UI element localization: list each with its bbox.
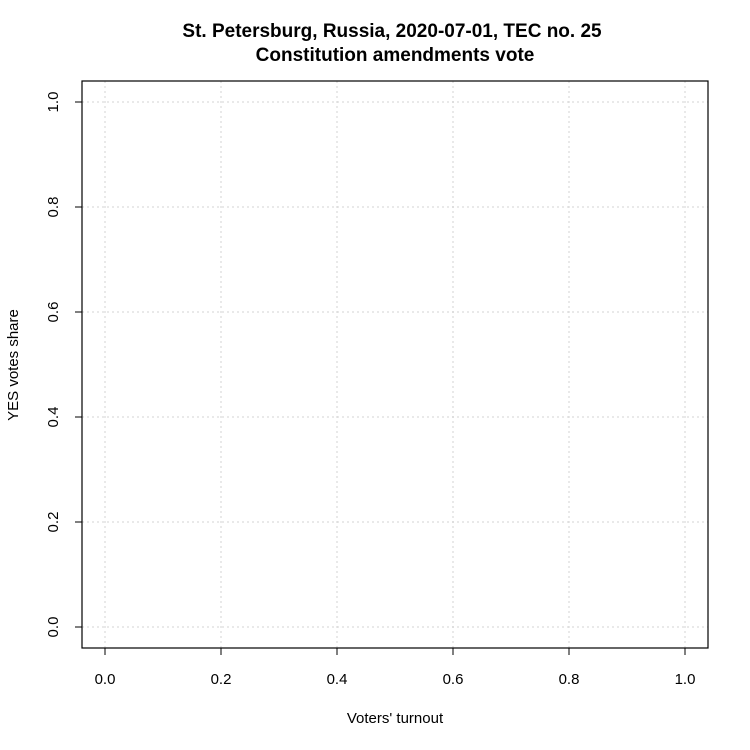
y-axis-label: YES votes share bbox=[5, 309, 22, 421]
plot-frame bbox=[81, 80, 709, 649]
x-tick-label: 0.8 bbox=[559, 671, 580, 688]
y-tick-label: 1.0 bbox=[45, 92, 62, 113]
y-tick-label: 0.8 bbox=[45, 197, 62, 218]
y-tick-label: 0.2 bbox=[45, 512, 62, 533]
x-axis: 0.0 0.2 0.4 0.6 0.8 1.0 bbox=[95, 647, 696, 688]
y-tick-label: 0.6 bbox=[45, 302, 62, 323]
y-tick-label: 0.0 bbox=[45, 617, 62, 638]
chart-title-line1: St. Petersburg, Russia, 2020-07-01, TEC … bbox=[182, 21, 602, 42]
x-tick-label: 0.6 bbox=[443, 671, 464, 688]
x-axis-label: Voters' turnout bbox=[347, 710, 444, 727]
x-tick-label: 1.0 bbox=[675, 671, 696, 688]
chart-title-line2: Constitution amendments vote bbox=[256, 45, 535, 66]
y-axis: 0.0 0.2 0.4 0.6 0.8 1.0 bbox=[45, 92, 83, 638]
x-tick-label: 0.0 bbox=[95, 671, 116, 688]
x-tick-label: 0.2 bbox=[211, 671, 232, 688]
x-tick-label: 0.4 bbox=[327, 671, 348, 688]
y-tick-label: 0.4 bbox=[45, 407, 62, 428]
grid bbox=[82, 81, 708, 648]
